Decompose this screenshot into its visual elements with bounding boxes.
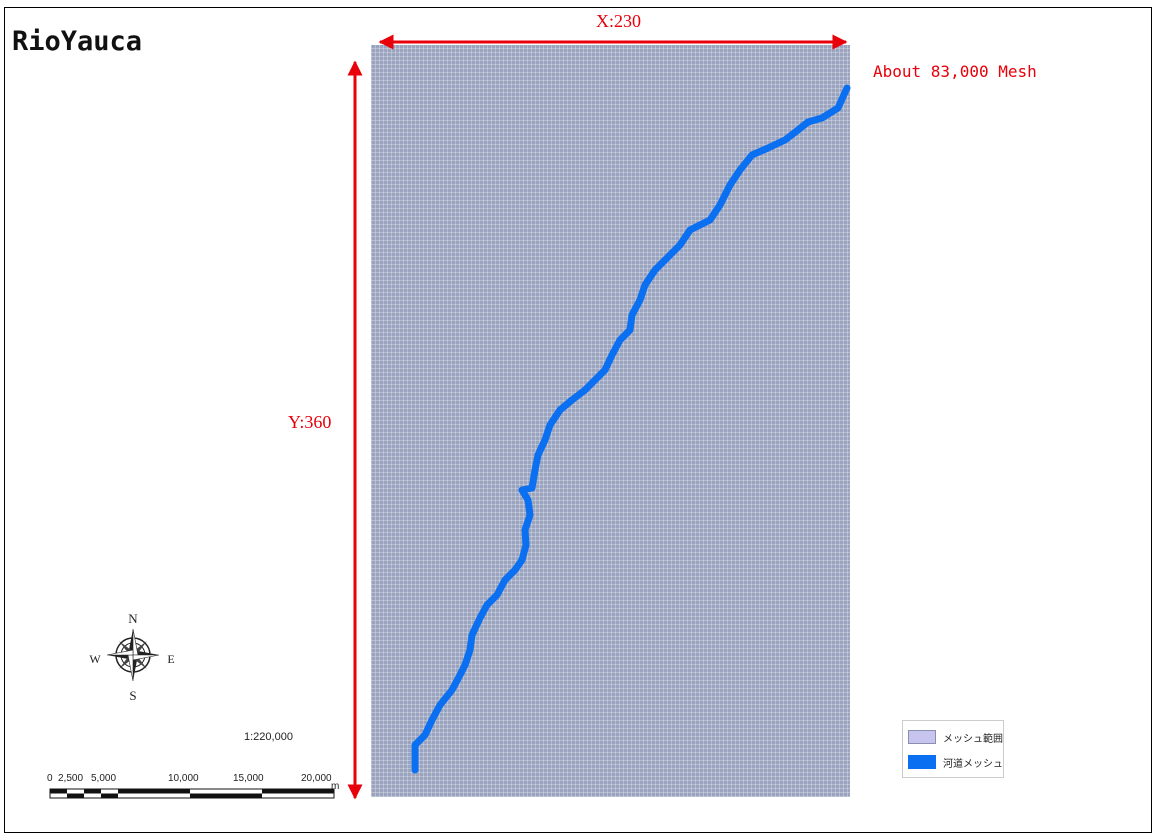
legend-label-mesh-range: メッシュ範囲: [943, 733, 1003, 745]
map-title: RioYauca: [12, 26, 143, 57]
scale-tick-label: 15,000: [233, 773, 264, 784]
compass-south-label: S: [129, 688, 136, 703]
legend-swatch-mesh-range: [908, 730, 936, 744]
scale-tick-label: 0: [47, 773, 53, 784]
mesh-area: [371, 45, 850, 797]
scale-tick-label: 10,000: [168, 773, 199, 784]
scale-bar: [49, 788, 335, 799]
compass-west-label: W: [89, 652, 101, 666]
y-dimension-label: Y:360: [288, 412, 332, 432]
compass-north-label: N: [128, 611, 138, 626]
legend-item-mesh-range: メッシュ範囲: [908, 729, 1003, 745]
legend-swatch-river-mesh: [908, 755, 936, 769]
river-channel: [411, 84, 851, 774]
map-legend: メッシュ範囲 河道メッシュ: [902, 720, 1004, 778]
legend-item-river-mesh: 河道メッシュ: [908, 754, 1003, 770]
scale-tick-label: 5,000: [91, 773, 117, 784]
x-dimension-label: X:230: [596, 11, 641, 31]
compass-rose-icon: [106, 628, 160, 682]
mesh-count-label: About 83,000 Mesh: [873, 62, 1037, 81]
scale-ratio: 1:220,000: [244, 731, 293, 743]
scale-tick-label: 2,500: [58, 773, 84, 784]
legend-label-river-mesh: 河道メッシュ: [943, 758, 1003, 770]
compass-east-label: E: [167, 652, 174, 666]
scale-tick-label: 20,000: [301, 773, 332, 784]
scale-unit-label: m: [331, 781, 340, 792]
map-frame: [4, 7, 1152, 833]
